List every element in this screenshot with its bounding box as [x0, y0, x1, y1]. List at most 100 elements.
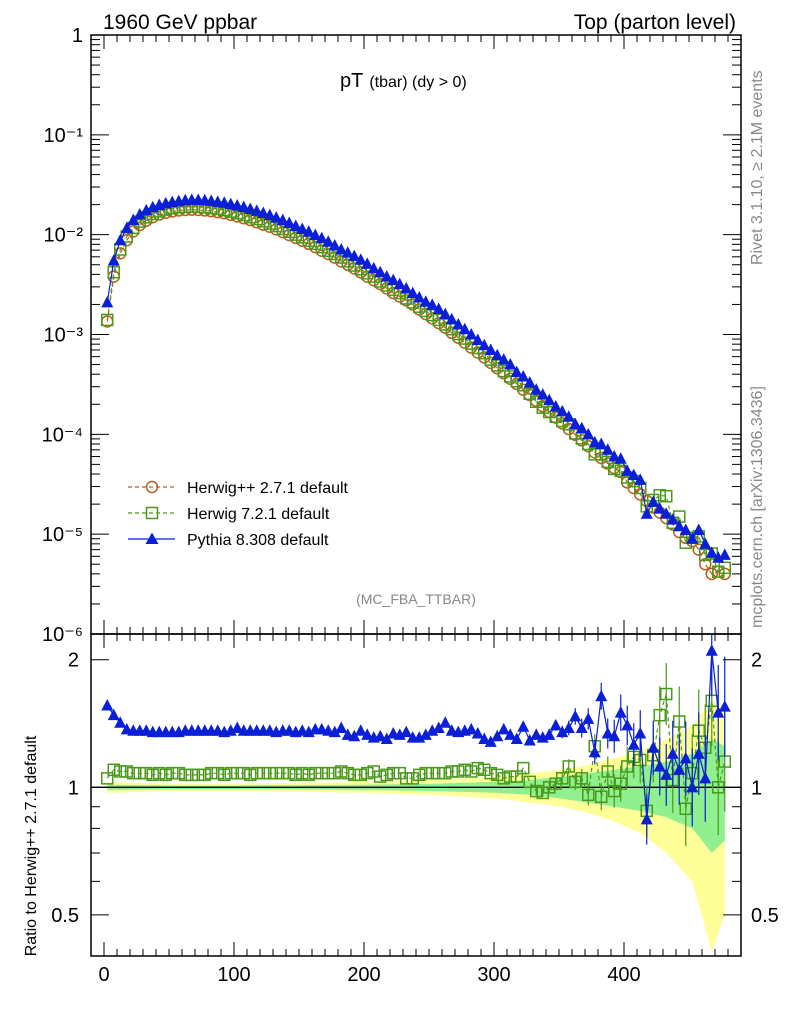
ratio-point — [705, 644, 718, 656]
ratio-point — [231, 721, 244, 734]
legend-label-pythia: Pythia 8.308 default — [187, 532, 329, 549]
data-point — [634, 488, 647, 501]
data-point — [588, 448, 601, 461]
data-point — [569, 417, 582, 429]
ratio-point — [699, 771, 712, 784]
legend-marker-circle — [145, 480, 159, 494]
ratio-point — [608, 784, 621, 798]
data-point — [601, 455, 614, 469]
ratio-point — [510, 732, 523, 745]
data-point — [426, 298, 439, 310]
xtick-label: 400 — [607, 964, 640, 986]
data-point — [660, 489, 673, 503]
ratio-point — [361, 728, 374, 740]
ratio-point — [647, 741, 660, 753]
ratio-point — [634, 726, 647, 739]
ratio-point — [523, 733, 536, 746]
legend-marker-triangle — [145, 532, 159, 544]
ratio-point — [549, 718, 562, 731]
data-point — [400, 281, 413, 294]
data-point — [562, 410, 575, 422]
ratio-point — [335, 721, 348, 734]
ratio-point — [484, 735, 497, 747]
header-left: 1960 GeV ppbar — [103, 11, 257, 34]
ratio-point — [582, 788, 595, 802]
data-point — [114, 233, 127, 246]
ratio-point — [621, 718, 634, 731]
ytick-label: 10⁻² — [44, 225, 84, 247]
data-point — [653, 502, 666, 514]
ratio-point — [107, 708, 120, 721]
ytick-label: 10⁻⁵ — [42, 524, 83, 546]
data-point — [718, 561, 731, 575]
data-point — [348, 249, 361, 262]
ratio-point — [478, 763, 491, 777]
data-point — [627, 481, 640, 495]
xtick-label: 0 — [98, 964, 109, 986]
mcplots-label: mcplots.cern.ch [arXiv:1306.3436] — [749, 386, 766, 628]
data-point — [107, 254, 120, 266]
data-point — [653, 489, 666, 502]
ratio-point — [185, 768, 198, 782]
data-point — [530, 383, 543, 395]
ratio-point — [653, 759, 666, 772]
ratio-point — [543, 728, 556, 740]
ratio-point — [419, 766, 432, 780]
data-point — [608, 462, 621, 476]
ratio-point — [627, 738, 640, 750]
data-point — [699, 557, 712, 571]
data-point — [289, 219, 302, 232]
data-point — [647, 495, 660, 507]
ratio-point — [718, 700, 731, 712]
series-2 — [101, 193, 731, 563]
ratio-point — [543, 781, 556, 794]
data-point — [595, 437, 608, 450]
ratio-point — [387, 766, 400, 780]
ratio-ytick-label-left: 2 — [68, 650, 79, 672]
ratio-point — [491, 768, 504, 782]
ratio-point — [666, 747, 679, 759]
ratio-point — [439, 716, 452, 728]
ratio-point — [244, 768, 257, 782]
ratio-point — [504, 770, 517, 783]
ratio-point — [107, 763, 120, 777]
ratio-point — [595, 790, 608, 804]
ratio-point — [211, 766, 224, 780]
ratio-point — [686, 780, 699, 793]
data-point — [536, 388, 549, 400]
data-point — [270, 211, 283, 223]
ratio-point — [445, 765, 458, 778]
xtick-label: 200 — [347, 964, 380, 986]
ratio-point — [159, 768, 172, 782]
ratio-point — [328, 725, 341, 738]
data-point — [679, 523, 692, 536]
ratio-point — [218, 768, 231, 782]
data-point — [120, 221, 133, 234]
ratio-point — [660, 687, 673, 701]
data-point — [523, 376, 536, 388]
ratio-point — [172, 766, 185, 780]
data-point — [465, 328, 478, 340]
data-point — [712, 551, 725, 563]
ratio-point — [276, 766, 289, 780]
legend-entry-herwig7: Herwig 7.2.1 default — [128, 506, 330, 523]
ratio-point — [712, 706, 725, 718]
rivet-label: Rivet 3.1.10, ≥ 2.1M events — [749, 70, 766, 265]
analysis-tag: (MC_FBA_TTBAR) — [356, 591, 476, 607]
data-point — [640, 507, 653, 519]
ratio-point — [504, 728, 517, 740]
data-point — [341, 246, 354, 258]
data-point — [543, 405, 556, 419]
data-point — [393, 277, 406, 290]
ytick-label: 1 — [72, 25, 83, 47]
ratio-point — [127, 766, 140, 780]
ratio-point — [315, 766, 328, 780]
ratio-point — [380, 768, 393, 782]
data-point — [432, 302, 445, 315]
ratio-point — [517, 720, 530, 732]
ratio-point — [497, 772, 510, 785]
data-point — [627, 468, 640, 481]
data-point — [491, 348, 504, 361]
ytick-label: 10⁻³ — [44, 325, 84, 347]
ratio-point — [673, 763, 686, 775]
